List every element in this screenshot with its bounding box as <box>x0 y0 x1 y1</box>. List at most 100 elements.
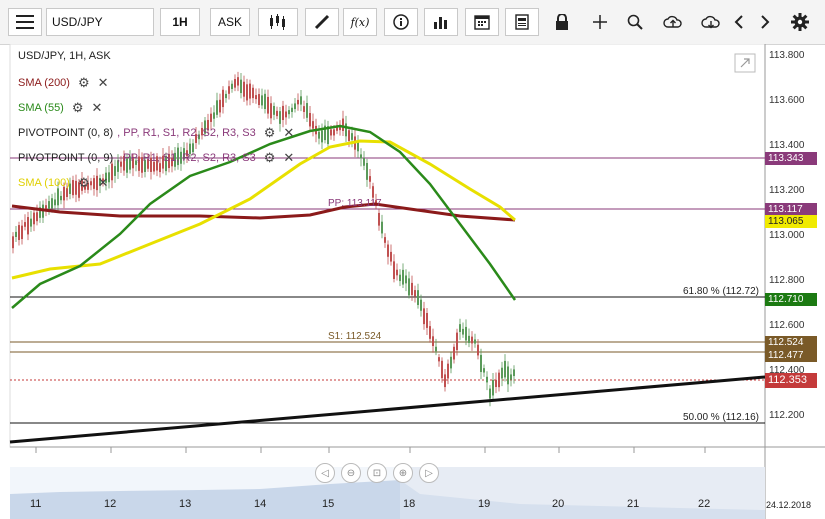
x-tick: 19 <box>478 498 491 510</box>
candle-body <box>141 157 143 173</box>
trend-line <box>9 375 766 444</box>
scroll-left-button[interactable]: ◁ <box>315 463 335 483</box>
candle-body <box>174 152 176 167</box>
candle-body <box>183 148 185 160</box>
candle-body <box>222 89 224 108</box>
price-type-button[interactable]: ASK <box>210 8 250 36</box>
candle-body <box>240 79 242 94</box>
legend-sma-200[interactable]: SMA (200) ⚙ ✕ <box>18 75 109 91</box>
gear-icon[interactable]: ⚙ <box>263 125 276 140</box>
close-icon[interactable]: ✕ <box>283 125 295 140</box>
toolbar: USD/JPY 1H ASK f(x) <box>0 0 825 45</box>
candle-body <box>255 95 257 100</box>
crosshair-icon <box>593 15 607 29</box>
candle-body <box>252 87 254 99</box>
candle-body <box>126 158 128 173</box>
download-button[interactable] <box>694 8 728 36</box>
gear-icon[interactable]: ⚙ <box>263 150 276 165</box>
candle-body <box>117 160 119 172</box>
candle-body <box>498 372 500 388</box>
candle-body <box>12 236 14 249</box>
candle-body <box>177 147 179 166</box>
y-tick: 112.800 <box>769 275 805 286</box>
candle-body <box>84 184 86 190</box>
candle-body <box>60 195 62 201</box>
candle-body <box>453 346 455 360</box>
x-tick: 12 <box>104 498 117 510</box>
settings-button[interactable] <box>786 8 814 36</box>
draw-tool-button[interactable] <box>305 8 339 36</box>
candle-body <box>57 188 59 206</box>
zoom-in-button[interactable]: ⊕ <box>393 463 413 483</box>
candle-body <box>270 103 272 119</box>
timeframe-button[interactable]: 1H <box>160 8 200 36</box>
reset-view-button[interactable]: ⊡ <box>367 463 387 483</box>
info-button[interactable] <box>384 8 418 36</box>
news-button[interactable] <box>505 8 539 36</box>
price-chart[interactable] <box>0 44 825 519</box>
candle-body <box>435 346 437 352</box>
candle-body <box>429 326 431 339</box>
close-icon[interactable]: ✕ <box>97 175 109 190</box>
candle-body <box>264 93 266 110</box>
legend-sma-100[interactable]: SMA (100) ⚙ ✕ <box>18 175 109 191</box>
candle-body <box>30 218 32 227</box>
candle-body <box>405 275 407 284</box>
close-icon[interactable]: ✕ <box>91 100 103 115</box>
candle-body <box>87 182 89 190</box>
volume-button[interactable] <box>424 8 458 36</box>
candle-body <box>210 113 212 122</box>
candle-body <box>90 181 92 186</box>
candle-body <box>324 125 326 141</box>
candle-body <box>45 205 47 210</box>
candle-body <box>51 198 53 209</box>
candle-body <box>312 121 314 129</box>
candle-body <box>69 183 71 194</box>
lock-button[interactable] <box>545 8 579 36</box>
candle-body <box>387 244 389 257</box>
upload-button[interactable] <box>656 8 690 36</box>
zoom-in-icon: ⊕ <box>398 467 408 479</box>
candle-body <box>243 81 245 97</box>
candle-body <box>228 86 230 94</box>
x-tick: 14 <box>254 498 267 510</box>
x-tick: 22 <box>698 498 711 510</box>
symbol-field[interactable]: USD/JPY <box>46 8 154 36</box>
legend-sma-55[interactable]: SMA (55) ⚙ ✕ <box>18 100 102 116</box>
candle-body <box>330 129 332 136</box>
candle-body <box>345 123 347 137</box>
candle-body <box>75 180 77 195</box>
candle-body <box>231 83 233 90</box>
candle-body <box>399 274 401 282</box>
candle-body <box>267 96 269 114</box>
chart-type-button[interactable] <box>258 8 298 36</box>
legend-pivotpoint-9[interactable]: PIVOTPOINT (0, 9) , PP, R1, S1, R2, S2, … <box>18 150 294 166</box>
scroll-right-button[interactable]: ▷ <box>419 463 439 483</box>
candle-body <box>147 159 149 169</box>
menu-button[interactable] <box>8 8 42 36</box>
chart-navigation: ◁ ⊖ ⊡ ⊕ ▷ <box>315 463 439 483</box>
legend-pivotpoint-8[interactable]: PIVOTPOINT (0, 8) , PP, R1, S1, R2, S2, … <box>18 125 294 141</box>
gear-icon[interactable]: ⚙ <box>71 100 84 115</box>
close-icon[interactable]: ✕ <box>97 75 109 90</box>
crosshair-button[interactable] <box>583 8 617 36</box>
zoom-button[interactable] <box>618 8 652 36</box>
zoom-out-button[interactable]: ⊖ <box>341 463 361 483</box>
candle-body <box>282 105 284 121</box>
candle-body <box>18 225 20 241</box>
candles <box>12 71 515 407</box>
candle-body <box>150 157 152 172</box>
gear-icon[interactable]: ⚙ <box>77 75 90 90</box>
candle-body <box>219 99 221 113</box>
s1-label: S1: 112.524 <box>328 331 382 342</box>
gear-icon[interactable]: ⚙ <box>77 175 90 190</box>
price-tag-112353: 112.353 <box>765 373 817 388</box>
calendar-button[interactable] <box>465 8 499 36</box>
next-button[interactable] <box>753 8 777 36</box>
close-icon[interactable]: ✕ <box>283 150 295 165</box>
candle-body <box>459 324 461 332</box>
previous-button[interactable] <box>727 8 751 36</box>
indicator-button[interactable]: f(x) <box>343 8 377 36</box>
candle-body <box>357 141 359 152</box>
chart-area[interactable]: USD/JPY, 1H, ASK SMA (200) ⚙ ✕ SMA (55) … <box>0 44 825 519</box>
